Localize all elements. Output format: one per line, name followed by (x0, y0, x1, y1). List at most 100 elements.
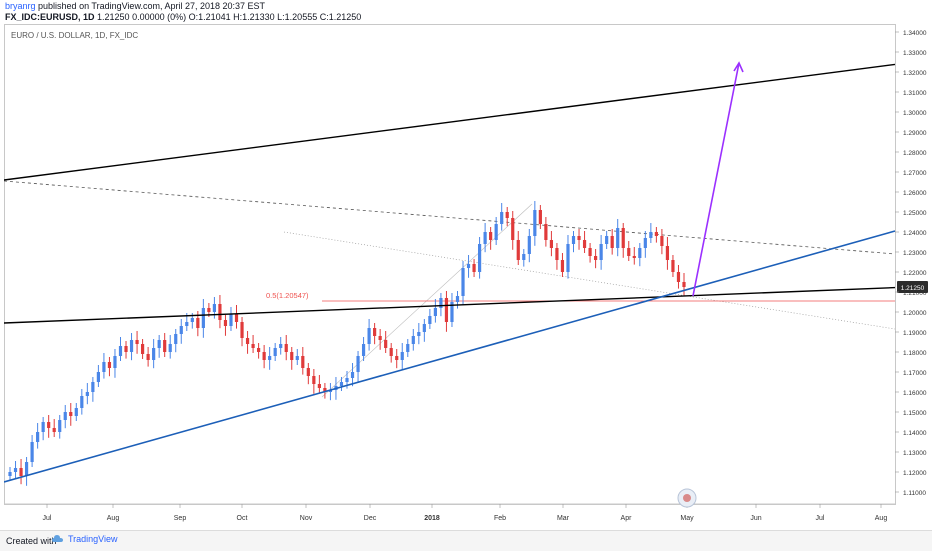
time-tick-label: Jul (816, 515, 825, 522)
candle-body (174, 334, 178, 344)
candle-body (599, 244, 603, 260)
candle-body (290, 352, 294, 360)
plot-border (4, 24, 896, 505)
candle-body (444, 298, 449, 322)
dotted-guide-line (283, 231, 896, 330)
candle-body (466, 264, 471, 268)
time-tick-label: Aug (107, 515, 120, 522)
candle-body (168, 344, 172, 352)
candle-body (58, 420, 62, 432)
candle-body (389, 348, 393, 356)
candle-body (30, 442, 34, 462)
candle-body (129, 340, 134, 352)
candle-body (52, 428, 56, 432)
candle-body (223, 320, 228, 326)
price-tick-label: 1.12000 (903, 470, 927, 477)
projection-arrow-head (733, 61, 744, 73)
candle-body (577, 236, 581, 240)
time-tick-label: May (680, 515, 694, 522)
candle-body (632, 256, 636, 258)
candle-body (262, 352, 266, 360)
price-tick-label: 1.19000 (903, 330, 927, 337)
candle-body (367, 328, 371, 344)
candle-body (146, 354, 150, 360)
candle-body (671, 260, 675, 272)
price-tick-label: 1.11000 (903, 490, 926, 497)
time-tick-label: Dec (364, 515, 377, 522)
candle-body (229, 314, 233, 326)
candle-body (245, 338, 250, 344)
candle-body (240, 322, 244, 338)
symbol-info: FX_IDC:EURUSD, 1D 1.21250 0.00000 (0%) O… (5, 12, 361, 23)
candle-body (328, 390, 333, 392)
candle-body (140, 344, 145, 354)
candle-body (643, 238, 647, 248)
neckline-support-line (4, 286, 896, 324)
candle-body (339, 382, 344, 386)
candle-body (566, 244, 570, 272)
tradingview-brand[interactable]: TradingView (52, 534, 118, 544)
fib-level-label: 0.5(1.20547) (266, 291, 309, 300)
watermark-icon (677, 488, 697, 508)
candle-body (494, 224, 498, 240)
last-price-label: 1.21250 (901, 285, 925, 292)
time-axis[interactable]: Jul Aug Sep Oct Nov Dec 2018 Feb Mar Apr May Jun Jul… (4, 503, 895, 522)
time-tick-label: Aug (875, 515, 888, 522)
candle-body (24, 462, 29, 476)
candle-body (74, 408, 78, 416)
tradingview-label: TradingView (68, 534, 118, 544)
candle-body (179, 326, 183, 334)
candle-body (654, 232, 658, 236)
candle-body (627, 248, 631, 256)
candle-body (527, 236, 531, 254)
published-text: published on TradingView.com, April 27, … (38, 1, 266, 11)
projection-arrow-shaft (692, 62, 740, 297)
price-tick-label: 1.17000 (903, 370, 927, 377)
candle-body (207, 308, 211, 312)
candles (8, 201, 686, 486)
candle-body (113, 356, 117, 368)
candle-body (450, 302, 454, 322)
candle-body (549, 240, 554, 248)
price-tick-label: 1.15000 (903, 410, 927, 417)
annotations-front: 0.5(1.20547) 1.21250 (4, 61, 928, 483)
candle-body (356, 356, 360, 372)
candle-body (63, 412, 67, 420)
price-tick-label: 1.31000 (903, 90, 927, 97)
candle-body (373, 328, 377, 336)
publish-info: bryanrg published on TradingView.com, Ap… (5, 1, 265, 12)
chart-area[interactable]: 0.5(1.20547) 1.21250 1.34000 1.33000 1.3200… (4, 24, 928, 530)
candle-body (682, 282, 686, 287)
candle-body (395, 356, 399, 360)
candle-body (201, 308, 205, 328)
candle-body (185, 322, 189, 326)
price-tick-label: 1.33000 (903, 50, 927, 57)
candle-body (273, 348, 277, 356)
candle-body (610, 236, 614, 248)
candle-body (665, 246, 670, 260)
candle-body (676, 272, 681, 282)
candle-body (621, 228, 625, 248)
candle-body (312, 376, 316, 384)
candle-body (96, 372, 100, 382)
price-tick-label: 1.16000 (903, 390, 927, 397)
candle-body (301, 356, 305, 368)
candle-body (91, 382, 95, 392)
candle-body (455, 296, 460, 302)
price-tick-label: 1.21000 (903, 290, 927, 297)
candle-body (638, 248, 642, 258)
price-tick-label: 1.25000 (903, 210, 927, 217)
candle-body (350, 372, 355, 378)
candle-body (19, 468, 23, 476)
candle-body (505, 212, 509, 218)
price-chart[interactable]: 0.5(1.20547) 1.21250 1.34000 1.33000 1.3200… (4, 24, 928, 530)
candle-body (163, 340, 167, 352)
candle-body (268, 356, 272, 360)
price-tick-label: 1.23000 (903, 250, 927, 257)
candle-body (284, 344, 288, 352)
candle-body (500, 212, 504, 224)
price-tick-label: 1.30000 (903, 110, 927, 117)
price-tick-label: 1.14000 (903, 430, 927, 437)
price-axis[interactable]: 1.34000 1.33000 1.32000 1.31000 1.30000 1.290… (895, 30, 927, 497)
author-link[interactable]: bryanrg (5, 1, 36, 11)
